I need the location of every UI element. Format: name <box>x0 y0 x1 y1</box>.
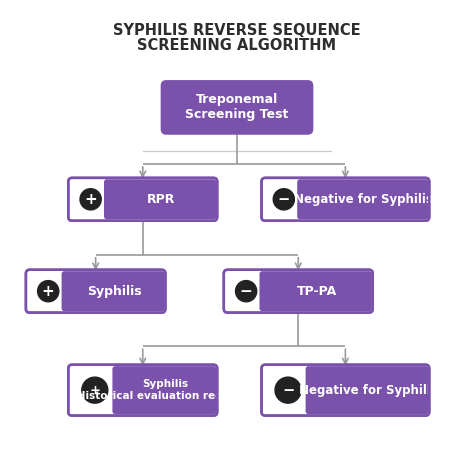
FancyBboxPatch shape <box>62 271 164 311</box>
FancyBboxPatch shape <box>262 365 429 416</box>
FancyBboxPatch shape <box>112 366 216 414</box>
FancyBboxPatch shape <box>224 270 373 313</box>
Text: Syphilis: Syphilis <box>87 285 142 298</box>
Circle shape <box>37 281 59 302</box>
FancyBboxPatch shape <box>26 270 165 313</box>
Text: +: + <box>42 284 55 299</box>
FancyBboxPatch shape <box>68 178 217 221</box>
Text: +: + <box>89 383 100 397</box>
FancyBboxPatch shape <box>68 365 217 416</box>
Circle shape <box>275 377 301 403</box>
Circle shape <box>82 377 108 403</box>
FancyBboxPatch shape <box>306 366 428 414</box>
Text: SYPHILIS REVERSE SEQUENCE: SYPHILIS REVERSE SEQUENCE <box>113 23 361 38</box>
FancyBboxPatch shape <box>297 179 428 219</box>
Text: −: − <box>282 383 294 398</box>
Text: TP-PA: TP-PA <box>297 285 337 298</box>
Text: Negative for Syphilis: Negative for Syphilis <box>294 193 433 206</box>
Text: Negative for Syphilis: Negative for Syphilis <box>299 383 438 397</box>
Circle shape <box>236 281 257 302</box>
FancyBboxPatch shape <box>104 179 216 219</box>
Text: Syphilis
(Historical evaluation required): Syphilis (Historical evaluation required… <box>73 379 259 401</box>
Text: SCREENING ALGORITHM: SCREENING ALGORITHM <box>137 38 337 53</box>
Circle shape <box>273 189 294 210</box>
Circle shape <box>80 189 101 210</box>
FancyBboxPatch shape <box>262 178 429 221</box>
Text: RPR: RPR <box>147 193 175 206</box>
Text: −: − <box>278 192 290 207</box>
FancyBboxPatch shape <box>161 80 313 135</box>
Text: Treponemal
Screening Test: Treponemal Screening Test <box>185 93 289 121</box>
Text: −: − <box>240 284 253 299</box>
FancyBboxPatch shape <box>259 271 372 311</box>
Text: +: + <box>84 192 97 207</box>
